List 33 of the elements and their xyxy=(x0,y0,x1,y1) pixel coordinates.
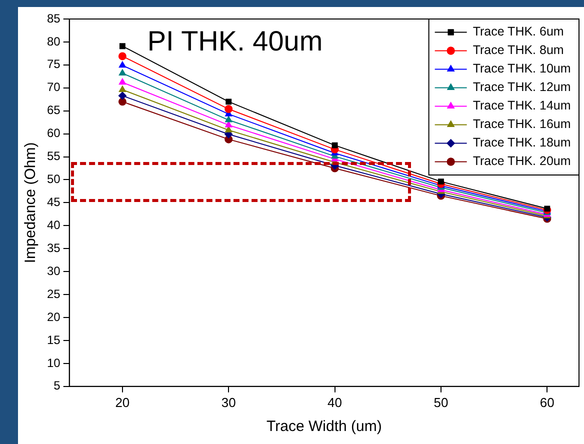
y-tick-label: 75 xyxy=(46,57,61,72)
y-tick-label: 55 xyxy=(46,149,61,164)
y-axis-title: Impedance (Ohm) xyxy=(22,142,40,264)
y-tick-label: 45 xyxy=(46,195,61,210)
y-tick-label: 70 xyxy=(46,80,61,94)
x-tick-label: 20 xyxy=(115,394,130,410)
legend-label: Trace THK. 6um xyxy=(472,24,564,39)
y-tick-label: 35 xyxy=(46,240,61,255)
y-tick-label: 60 xyxy=(46,126,61,140)
legend-label: Trace THK. 16um xyxy=(472,117,571,132)
legend-label: Trace THK. 18um xyxy=(472,136,571,150)
chart-title: PI THK. 40um xyxy=(147,26,323,57)
y-tick-label: 10 xyxy=(46,356,61,370)
legend-label: Trace THK. 10um xyxy=(472,62,571,76)
x-tick-label: 60 xyxy=(540,394,554,410)
x-tick-label: 30 xyxy=(221,394,236,410)
legend-label: Trace THK. 20um xyxy=(472,154,571,168)
y-tick-label: 20 xyxy=(46,310,61,324)
legend-label: Trace THK. 8um xyxy=(472,43,564,58)
y-tick-label: 40 xyxy=(46,218,61,232)
y-tick-label: 15 xyxy=(46,332,61,347)
y-tick-label: 65 xyxy=(46,103,61,118)
legend-label: Trace THK. 12um xyxy=(472,80,571,94)
x-tick-label: 50 xyxy=(434,394,448,410)
x-tick-label: 40 xyxy=(328,394,342,410)
x-axis-title: Trace Width (um) xyxy=(266,418,382,436)
y-tick-label: 50 xyxy=(46,172,61,186)
y-tick-label: 30 xyxy=(46,264,61,278)
legend-label: Trace THK. 14um xyxy=(472,98,571,113)
y-tick-label: 25 xyxy=(46,286,61,301)
y-tick-label: 85 xyxy=(46,11,61,26)
y-tick-label: 5 xyxy=(54,378,61,393)
y-tick-label: 80 xyxy=(46,34,61,48)
